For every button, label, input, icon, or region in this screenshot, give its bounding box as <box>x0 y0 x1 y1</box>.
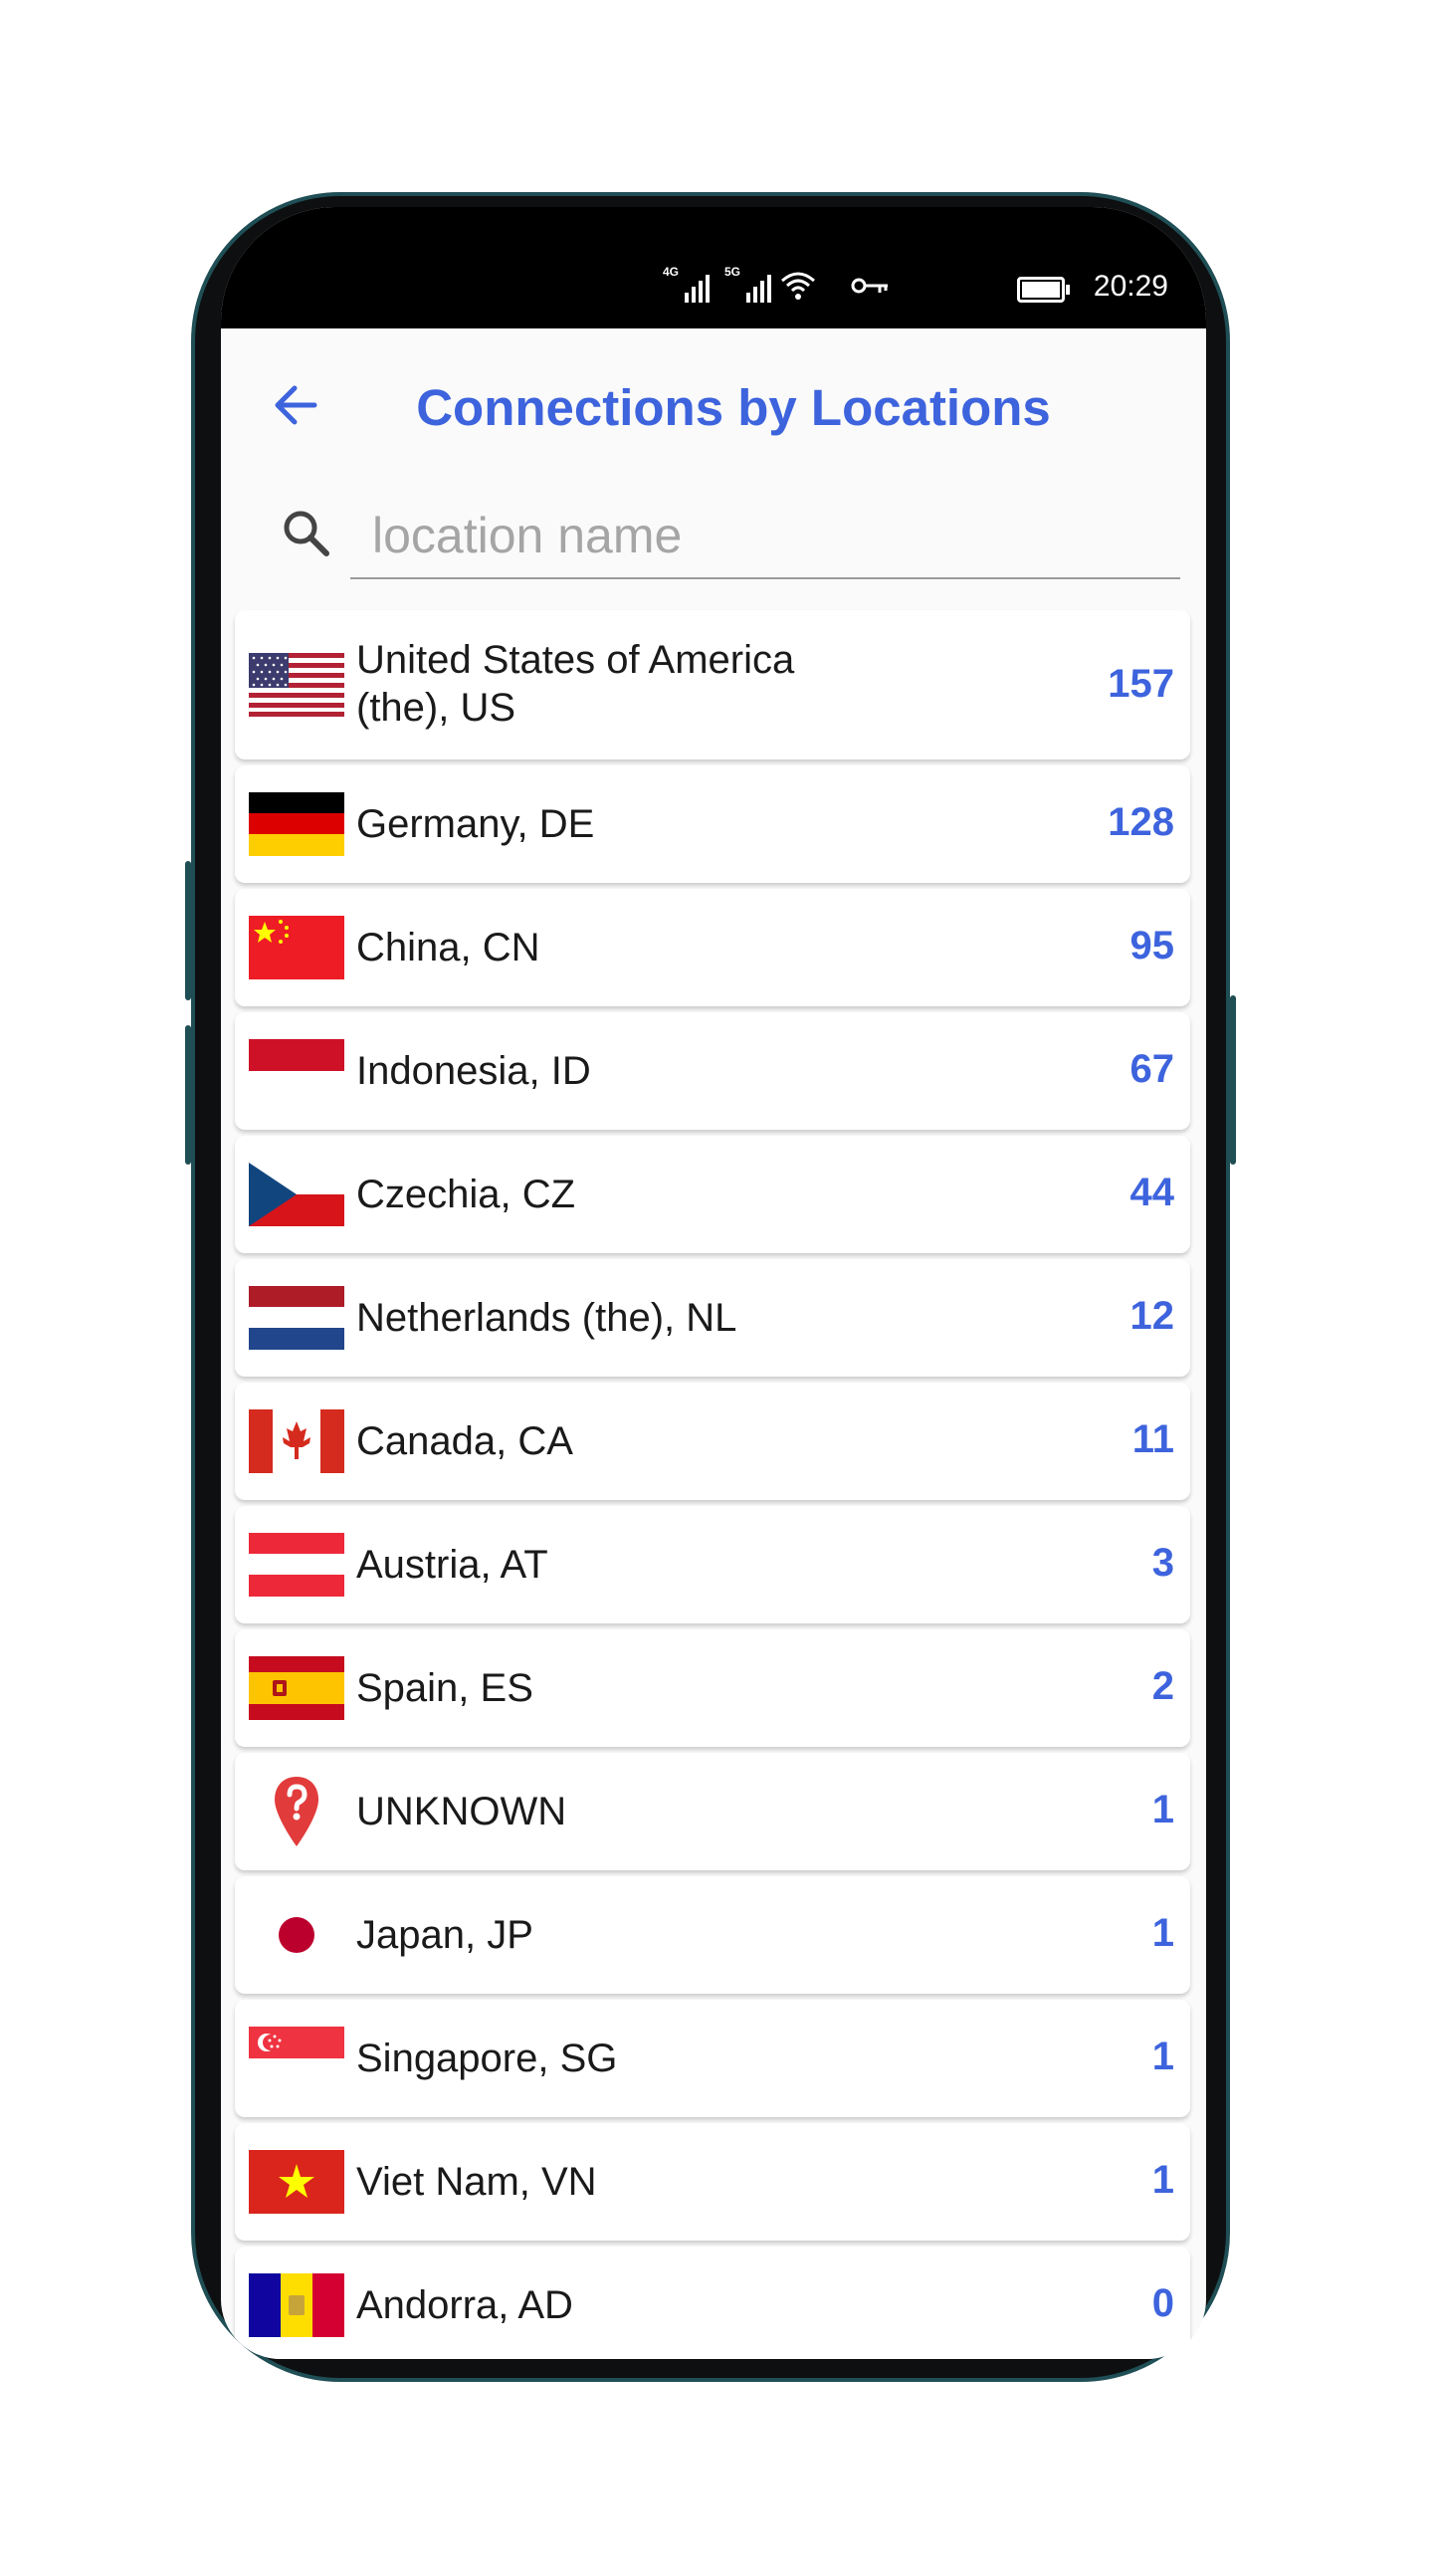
vpn-key-icon <box>851 278 888 294</box>
search-input[interactable] <box>350 494 1180 579</box>
czechia-flag-icon <box>249 1163 344 1226</box>
connection-count: 2 <box>1151 1664 1174 1708</box>
location-name: China, CN <box>356 926 540 969</box>
location-name: UNKNOWN <box>356 1790 567 1833</box>
connection-count: 3 <box>1151 1541 1174 1585</box>
connection-count: 44 <box>1129 1171 1175 1214</box>
canada-flag-icon <box>249 1409 344 1473</box>
location-name: Viet Nam, VN <box>356 2160 597 2204</box>
connection-count: 95 <box>1129 924 1175 967</box>
location-name: Japan, JP <box>356 1913 533 1957</box>
singapore-flag-icon <box>249 2027 344 2090</box>
connection-count: 1 <box>1151 2158 1174 2202</box>
location-name: Canada, CA <box>356 1419 573 1463</box>
connection-count: 12 <box>1129 1294 1175 1338</box>
china-flag-icon <box>249 916 344 979</box>
list-item[interactable]: UNKNOWN 1 <box>235 1753 1190 1870</box>
location-name: Germany, DE <box>356 802 595 846</box>
connection-count: 1 <box>1151 1911 1174 1955</box>
search-icon <box>284 511 329 556</box>
power-button <box>1230 995 1236 1165</box>
list-item[interactable]: Netherlands (the), NL 12 <box>235 1259 1190 1377</box>
signal-icon <box>685 269 715 303</box>
spain-flag-icon <box>249 1656 344 1720</box>
connection-count: 11 <box>1131 1417 1174 1461</box>
unknown-location-icon <box>275 1777 318 1846</box>
back-arrow-icon[interactable] <box>269 378 322 432</box>
location-name: Austria, AT <box>356 1543 548 1587</box>
location-name: Spain, ES <box>356 1666 533 1710</box>
netherlands-flag-icon <box>249 1286 344 1350</box>
japan-flag-icon <box>249 1903 344 1967</box>
connection-count: 1 <box>1151 1788 1174 1831</box>
connection-count: 157 <box>1108 662 1174 706</box>
volume-button-lower <box>185 1025 191 1165</box>
location-name: United States of America (the), US <box>356 638 795 730</box>
network-label-5g: 5G <box>724 265 741 279</box>
list-item[interactable]: China, CN 95 <box>235 889 1190 1006</box>
list-item[interactable]: Andorra, AD 0 <box>235 2247 1190 2359</box>
location-name: Czechia, CZ <box>356 1173 576 1216</box>
connection-count: 0 <box>1151 2281 1174 2325</box>
network-label-4g: 4G <box>663 265 680 279</box>
location-name: Netherlands (the), NL <box>356 1296 737 1340</box>
connection-count: 67 <box>1129 1047 1175 1091</box>
germany-flag-icon <box>249 792 344 856</box>
wifi-icon <box>781 272 815 300</box>
location-name: Indonesia, ID <box>356 1049 591 1093</box>
list-item[interactable]: Canada, CA 11 <box>235 1383 1190 1500</box>
list-item[interactable]: Indonesia, ID 67 <box>235 1012 1190 1130</box>
page-title: Connections by Locations <box>416 379 1051 436</box>
andorra-flag-icon <box>249 2273 344 2337</box>
vietnam-flag-icon <box>249 2150 344 2214</box>
connection-count: 1 <box>1151 2035 1174 2078</box>
list-item[interactable]: Singapore, SG 1 <box>235 2000 1190 2117</box>
app-screen: 4G 5G 20:29 Connections by Locations <box>221 207 1206 2359</box>
search-bar <box>221 478 1206 597</box>
austria-flag-icon <box>249 1533 344 1597</box>
battery-icon <box>1017 277 1070 303</box>
location-name: Andorra, AD <box>356 2283 573 2327</box>
list-item[interactable]: Japan, JP 1 <box>235 1876 1190 1994</box>
connection-count: 128 <box>1108 800 1174 844</box>
volume-button <box>185 861 191 1000</box>
list-item[interactable]: United States of America (the), US 157 <box>235 610 1190 759</box>
location-name: Singapore, SG <box>356 2037 618 2080</box>
list-item[interactable]: Viet Nam, VN 1 <box>235 2123 1190 2241</box>
status-time: 20:29 <box>1093 270 1168 303</box>
list-item[interactable]: Spain, ES 2 <box>235 1629 1190 1747</box>
list-item[interactable]: Austria, AT 3 <box>235 1506 1190 1623</box>
us-flag-icon <box>249 653 344 717</box>
list-item[interactable]: Czechia, CZ 44 <box>235 1136 1190 1253</box>
signal-icon-2 <box>746 269 776 303</box>
list-item[interactable]: Germany, DE 128 <box>235 765 1190 883</box>
status-bar: 4G 5G 20:29 <box>221 207 1206 328</box>
app-header: Connections by Locations <box>221 328 1206 478</box>
indonesia-flag-icon <box>249 1039 344 1103</box>
